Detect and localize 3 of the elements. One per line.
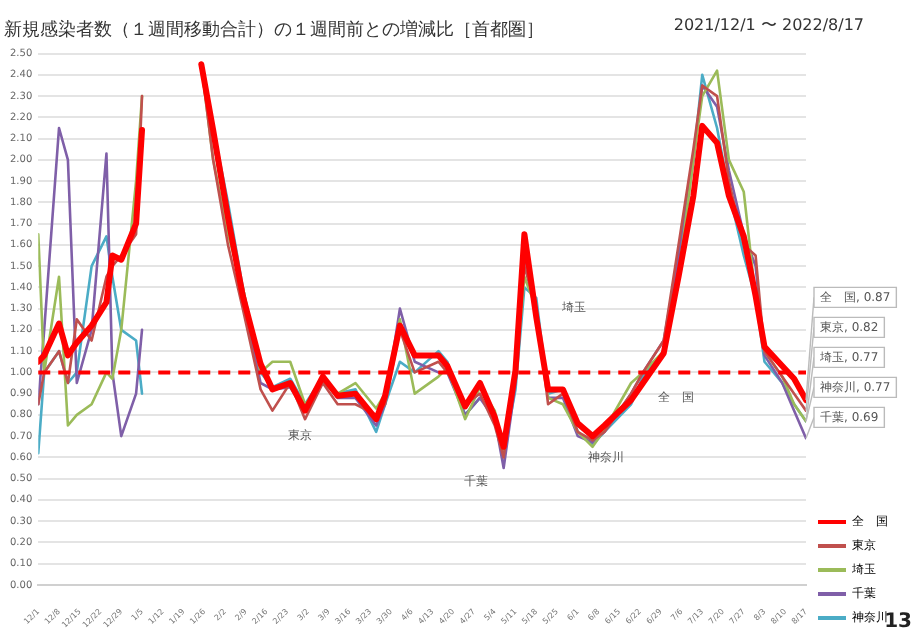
chart-title: 新規感染者数（１週間移動合計）の１週間前との増減比［首都圏］ (4, 19, 544, 42)
chart-subtitle: 2021/12/1 〜 2022/8/17 (673, 16, 864, 35)
text: 13 (884, 611, 913, 634)
